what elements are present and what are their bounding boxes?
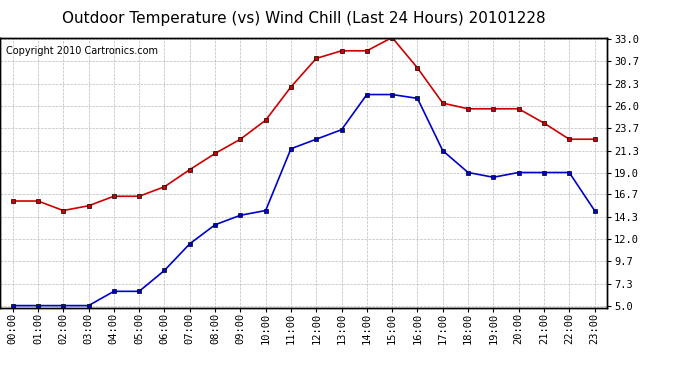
Text: Outdoor Temperature (vs) Wind Chill (Last 24 Hours) 20101228: Outdoor Temperature (vs) Wind Chill (Las… [62, 11, 545, 26]
Text: Copyright 2010 Cartronics.com: Copyright 2010 Cartronics.com [6, 46, 158, 56]
